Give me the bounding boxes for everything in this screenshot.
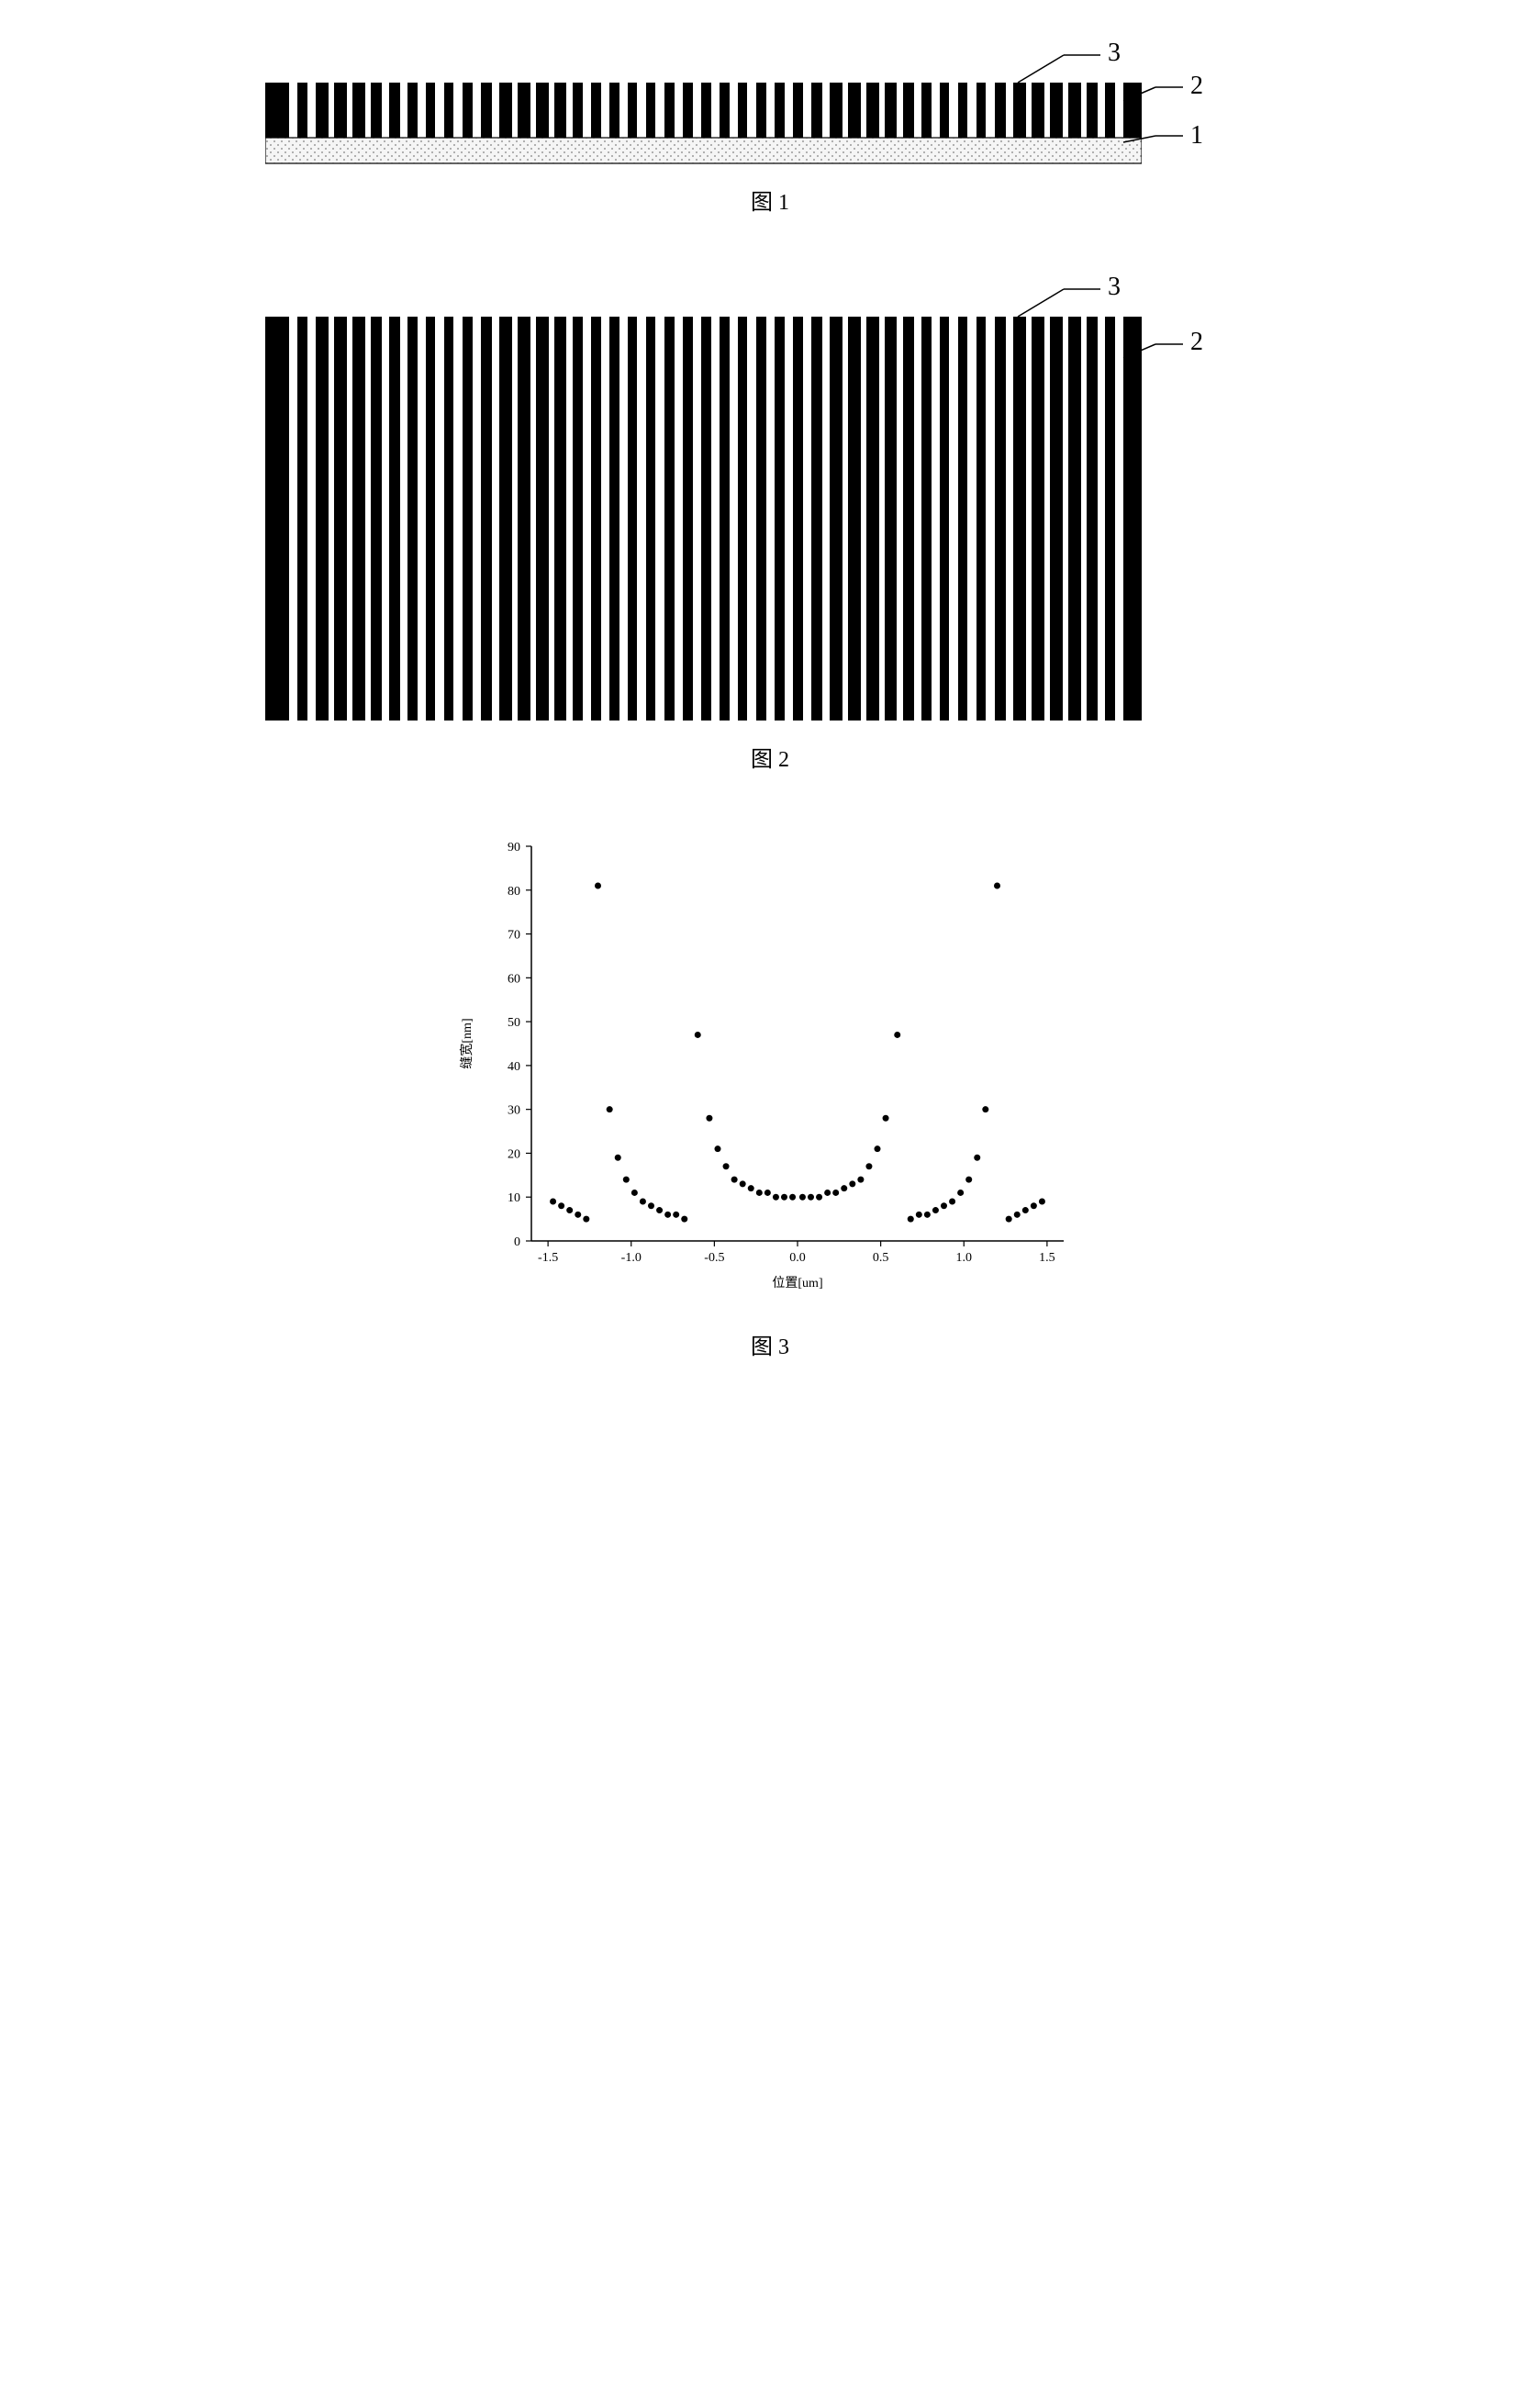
- figure-3-chart: 0 10 20 30 40 50 60 70 80 90 -1.5 -1.0 -0.5 0.0 0.5 1.0…: [449, 828, 1091, 1305]
- svg-text:1.5: 1.5: [1039, 1251, 1055, 1265]
- figure-3-caption: 图 3: [751, 1328, 789, 1360]
- svg-text:90: 90: [508, 841, 520, 855]
- figure-2-caption: 图 2: [751, 741, 789, 773]
- figure-1-diagram: [265, 73, 1142, 165]
- figure-1-label-3: 3: [1108, 39, 1121, 68]
- figure-1-label-2: 2: [1190, 72, 1203, 101]
- figure-2-diagram: [265, 307, 1142, 722]
- svg-text:0.0: 0.0: [789, 1251, 806, 1265]
- svg-text:-1.5: -1.5: [538, 1251, 558, 1265]
- svg-text:缝宽[nm]: 缝宽[nm]: [459, 1018, 474, 1068]
- svg-text:10: 10: [508, 1191, 520, 1205]
- svg-text:0: 0: [514, 1235, 520, 1249]
- svg-text:70: 70: [508, 929, 520, 943]
- svg-text:30: 30: [508, 1104, 520, 1118]
- svg-text:40: 40: [508, 1060, 520, 1074]
- figure-1-container: 3 2 1: [265, 37, 1275, 165]
- figure-2-container: 3 2: [265, 271, 1275, 722]
- figure-1: 3 2 1 图 1: [265, 37, 1275, 216]
- svg-text:位置[um]: 位置[um]: [772, 1276, 822, 1290]
- figure-1-label-1: 1: [1190, 121, 1203, 151]
- svg-text:60: 60: [508, 972, 520, 986]
- svg-text:80: 80: [508, 885, 520, 899]
- svg-text:1.0: 1.0: [956, 1251, 973, 1265]
- svg-text:50: 50: [508, 1016, 520, 1030]
- svg-text:0.5: 0.5: [873, 1251, 889, 1265]
- figure-3: 0 10 20 30 40 50 60 70 80 90 -1.5 -1.0 -0.5 0.0 0.5 1.0…: [449, 828, 1091, 1360]
- svg-text:20: 20: [508, 1147, 520, 1161]
- figure-3-container: 0 10 20 30 40 50 60 70 80 90 -1.5 -1.0 -0.5 0.0 0.5 1.0…: [449, 828, 1091, 1310]
- figure-1-caption: 图 1: [751, 184, 789, 216]
- svg-text:-0.5: -0.5: [704, 1251, 724, 1265]
- figure-2-label-3: 3: [1108, 273, 1121, 302]
- figure-2-label-2: 2: [1190, 328, 1203, 357]
- svg-text:-1.0: -1.0: [621, 1251, 642, 1265]
- figure-2: 3 2 图 2: [265, 271, 1275, 773]
